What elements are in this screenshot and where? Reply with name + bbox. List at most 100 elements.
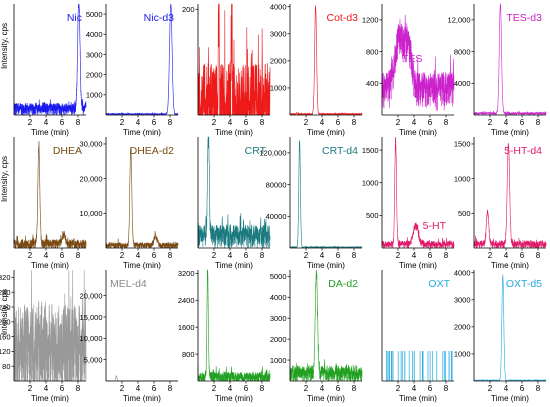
y-tick-label: 20,000 xyxy=(80,174,103,183)
y-tick-label: 1000 xyxy=(270,356,287,365)
x-tick-label: 2 xyxy=(304,118,309,127)
x-tick-label: 8 xyxy=(352,118,357,127)
y-tick-label: 10,000 xyxy=(80,209,103,218)
y-tick-label: 12,000 xyxy=(448,16,471,25)
chart-title: OXT-d5 xyxy=(506,278,542,290)
x-tick-label: 2 xyxy=(488,384,493,393)
y-tick-label: 240 xyxy=(0,303,11,312)
x-tick-label: 4 xyxy=(136,384,141,393)
y-tick-label: 800 xyxy=(182,350,195,359)
y-tick-label: 2000 xyxy=(454,323,471,332)
series-line xyxy=(197,3,271,116)
x-axis-label: Time (min) xyxy=(399,128,437,137)
y-tick-label: 1200 xyxy=(362,16,379,25)
x-axis-label: Time (min) xyxy=(31,394,69,403)
y-tick-label: 15,000 xyxy=(80,313,103,322)
x-tick-label: 4 xyxy=(412,118,417,127)
x-tick-label: 8 xyxy=(76,251,81,260)
x-tick-label: 2 xyxy=(120,251,125,260)
y-tick-label: 5,000 xyxy=(84,355,103,364)
x-tick-label: 2 xyxy=(212,384,217,393)
chart-title: DHEA-d2 xyxy=(130,145,175,157)
y-tick-label: 80000 xyxy=(266,180,287,189)
y-tick-label: 1000 xyxy=(86,91,103,100)
chart-title: TES xyxy=(402,53,422,65)
x-tick-label: 4 xyxy=(504,384,509,393)
y-tick-label: 20,000 xyxy=(80,291,103,300)
x-tick-label: 8 xyxy=(352,251,357,260)
series-line xyxy=(473,274,547,381)
y-tick-label: 1000 xyxy=(362,179,379,188)
x-tick-label: 8 xyxy=(536,384,541,393)
y-tick-label: 8000 xyxy=(454,47,471,56)
chart-panel-4: 2 4 6 8 Time (min) 400 800 1200 TES xyxy=(362,4,455,137)
series-line xyxy=(381,14,455,111)
y-tick-label: 2000 xyxy=(86,70,103,79)
x-tick-label: 6 xyxy=(336,118,341,127)
series-line xyxy=(105,147,179,248)
x-tick-label: 4 xyxy=(320,384,325,393)
y-tick-label: 120 xyxy=(0,347,11,356)
chart-panel-13: 2 4 6 8 Time (min) 5,000 10,000 15,000 20,000 MEL… xyxy=(80,270,179,403)
y-tick-label: 4000 xyxy=(454,269,471,278)
x-tick-label: 6 xyxy=(520,118,525,127)
x-axis-label: Time (min) xyxy=(215,261,253,270)
chart-panel-2: 2 4 6 8 Time (min) 200 xyxy=(182,3,271,137)
chart-panel-5: 2 4 6 8 Time (min) 4000 8000 12,000 TES-d3 xyxy=(448,3,547,137)
y-tick-label: 3000 xyxy=(454,296,471,305)
x-tick-label: 2 xyxy=(212,251,217,260)
chart-panel-11: 2 4 6 8 Time (min) 500 1000 1500 5-HT-d4 xyxy=(454,137,547,270)
y-tick-label: 4000 xyxy=(270,293,287,302)
x-tick-label: 8 xyxy=(76,384,81,393)
series-line xyxy=(197,136,271,248)
series-line xyxy=(289,269,363,381)
chart-panel-8: 2 4 6 8 Time (min) CRT xyxy=(197,136,271,270)
y-tick-label: 120,000 xyxy=(259,149,286,158)
x-tick-label: 6 xyxy=(152,384,157,393)
x-tick-label: 8 xyxy=(352,384,357,393)
x-axis-label: Time (min) xyxy=(307,394,345,403)
x-tick-label: 2 xyxy=(396,118,401,127)
series-line xyxy=(105,375,179,382)
x-axis-label: Time (min) xyxy=(31,128,69,137)
series-line xyxy=(386,351,453,381)
chart-title: DHEA xyxy=(53,145,82,157)
x-tick-label: 4 xyxy=(44,384,49,393)
chart-panel-0: 2 4 6 8 Time (min) Intensity, cps Nic xyxy=(0,3,87,137)
chart-panel-10: 2 4 6 8 Time (min) 500 1000 1500 5-HT xyxy=(362,136,455,270)
y-tick-label: 2000 xyxy=(270,335,287,344)
chart-title: DA-d2 xyxy=(328,278,358,290)
series-line xyxy=(13,140,87,248)
x-tick-label: 2 xyxy=(488,118,493,127)
chart-panel-7: 2 4 6 8 Time (min) 10,000 20,000 30,000 DHEA-d2 xyxy=(80,137,179,270)
x-tick-label: 8 xyxy=(260,251,265,260)
y-tick-label: 280 xyxy=(0,288,11,297)
y-tick-label: 1500 xyxy=(362,146,379,155)
chart-title: 5-HT-d4 xyxy=(504,145,542,157)
x-tick-label: 8 xyxy=(76,118,81,127)
y-tick-label: 2400 xyxy=(178,296,195,305)
x-tick-label: 4 xyxy=(412,251,417,260)
y-tick-label: 10,000 xyxy=(80,334,103,343)
series-line xyxy=(381,136,455,248)
chart-panel-6: 2 4 6 8 Time (min) Intensity, cps DHEA xyxy=(0,137,87,270)
x-tick-label: 2 xyxy=(304,384,309,393)
x-tick-label: 6 xyxy=(336,384,341,393)
chart-panel-12: 2 4 6 8 Time (min) 80 120 160 200 240 280 320 Intens… xyxy=(0,269,87,403)
x-axis-label: Time (min) xyxy=(215,394,253,403)
x-tick-label: 8 xyxy=(260,118,265,127)
x-tick-label: 6 xyxy=(60,251,65,260)
chart-panel-17: 2 4 6 8 Time (min) 1000 2000 3000 4000 OXT-d5 xyxy=(454,269,547,403)
chart-title: Cot-d3 xyxy=(326,12,358,24)
x-axis-label: Time (min) xyxy=(491,261,529,270)
x-tick-label: 6 xyxy=(244,384,249,393)
x-tick-label: 4 xyxy=(320,118,325,127)
chart-title: MEL-d4 xyxy=(110,278,147,290)
x-tick-label: 4 xyxy=(504,118,509,127)
x-tick-label: 6 xyxy=(520,251,525,260)
y-tick-label: 3000 xyxy=(270,314,287,323)
x-tick-label: 4 xyxy=(44,118,49,127)
x-tick-label: 6 xyxy=(428,251,433,260)
series-line xyxy=(473,3,547,115)
